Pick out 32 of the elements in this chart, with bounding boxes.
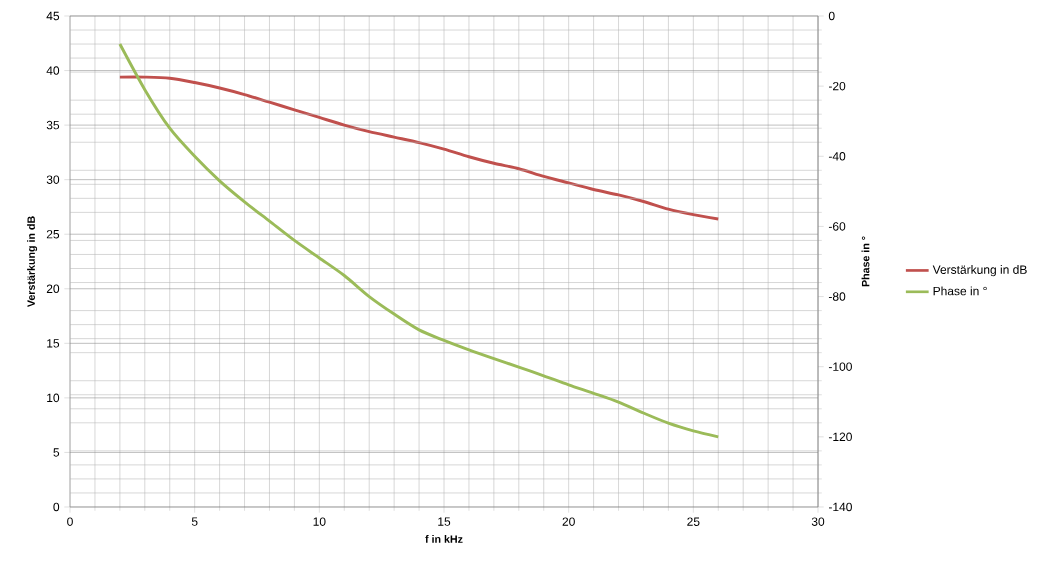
y-tick-label: 35 <box>46 120 60 130</box>
y-tick-label: 0 <box>53 502 60 512</box>
x-tick-label: 5 <box>191 517 198 526</box>
y-tick-label: 45 <box>46 11 60 21</box>
y2-tick-label: -100 <box>828 362 852 371</box>
x-tick-label: 20 <box>562 517 575 526</box>
y2-tick-label: 0 <box>828 11 835 21</box>
y2-tick-label: -120 <box>828 432 852 442</box>
y-axis-title: Verstärkung in dB <box>27 216 38 308</box>
legend-label: Verstärkung in dB <box>932 265 1027 277</box>
line-series <box>118 42 720 439</box>
x-tick-label: 25 <box>687 517 700 526</box>
y-tick-label: 20 <box>46 284 60 294</box>
legend-label: Phase in ° <box>933 286 987 296</box>
y-tick-label: 30 <box>46 175 60 184</box>
x-tick-label: 30 <box>811 517 825 526</box>
y2-tick-label: -40 <box>828 152 846 161</box>
y-tick-label: 25 <box>46 229 60 239</box>
x-axis-title: f in kHz <box>425 535 463 543</box>
y-tick-label: 15 <box>47 339 60 348</box>
line-series <box>118 75 720 221</box>
y-tick-label: 40 <box>46 66 60 75</box>
y-tick-label: 10 <box>47 393 60 403</box>
x-tick-label: 10 <box>313 517 326 526</box>
x-tick-label: 0 <box>67 517 73 526</box>
x-tick-label: 15 <box>438 517 451 526</box>
y-tick-label: 5 <box>53 448 60 457</box>
y2-tick-label: -60 <box>828 222 846 231</box>
y2-tick-label: -20 <box>828 81 846 91</box>
y2-axis-title: Phase in ° <box>861 236 870 287</box>
y2-tick-label: -140 <box>828 502 852 512</box>
y2-tick-label: -80 <box>828 292 846 301</box>
